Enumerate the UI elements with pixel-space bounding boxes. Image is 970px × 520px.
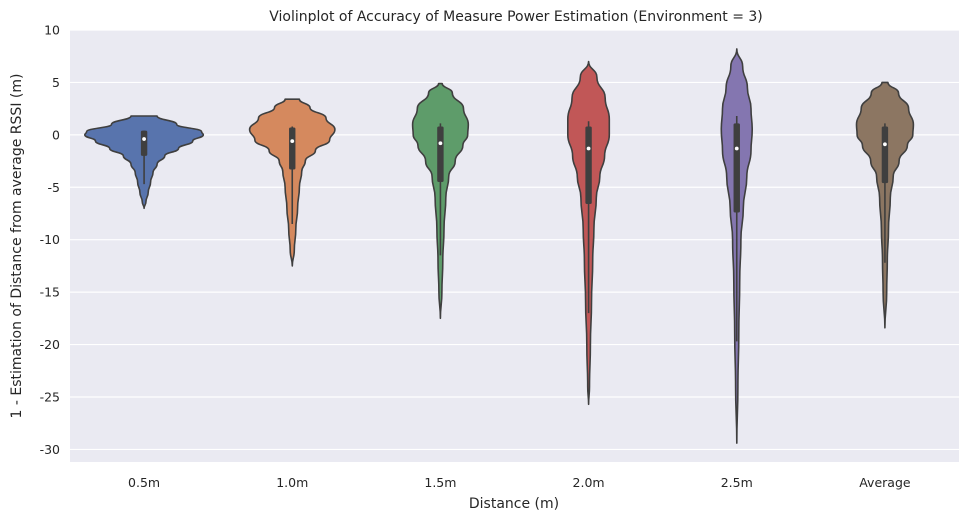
x-tick-label: 2.5m	[721, 475, 753, 490]
y-tick-label: 5	[52, 75, 60, 90]
y-tick-label: -15	[40, 285, 60, 300]
y-axis-ticks: 10 5 0 -5 -10 -15 -20 -25 -30	[40, 23, 60, 457]
x-tick-label: 0.5m	[128, 475, 160, 490]
violin-median-dot	[734, 146, 739, 151]
violins	[84, 48, 915, 444]
x-tick-label: 2.0m	[573, 475, 605, 490]
x-axis-ticks: 0.5m 1.0m 1.5m 2.0m 2.5m Average	[128, 475, 911, 490]
violin-median-dot	[438, 141, 443, 146]
y-tick-label: -30	[40, 442, 60, 457]
x-tick-label: 1.5m	[424, 475, 456, 490]
gridlines	[70, 29, 959, 451]
violin-median-dot	[142, 137, 146, 141]
violin-median-dot	[586, 146, 591, 151]
violin-iqr-box	[881, 126, 889, 184]
y-tick-label: 10	[44, 23, 60, 38]
violin-iqr-box	[437, 126, 444, 183]
violin-median-dot	[883, 142, 887, 147]
y-tick-label: 0	[52, 127, 60, 142]
violin-iqr-box	[289, 127, 296, 170]
x-tick-label: 1.0m	[276, 475, 308, 490]
plot-area	[70, 30, 959, 462]
chart-title: Violinplot of Accuracy of Measure Power …	[269, 9, 763, 25]
x-tick-label: Average	[859, 475, 911, 490]
y-tick-label: -5	[48, 180, 60, 195]
y-tick-label: -25	[40, 389, 60, 404]
violin-median-dot	[290, 139, 295, 144]
y-axis-label: 1 - Estimation of Distance from average …	[9, 74, 25, 419]
violin-iqr-box	[140, 130, 148, 156]
violin-iqr-box	[585, 126, 592, 205]
violin-iqr-box	[733, 123, 740, 213]
y-tick-label: -20	[40, 337, 60, 352]
x-axis-label: Distance (m)	[469, 496, 559, 512]
y-tick-label: -10	[40, 232, 60, 247]
